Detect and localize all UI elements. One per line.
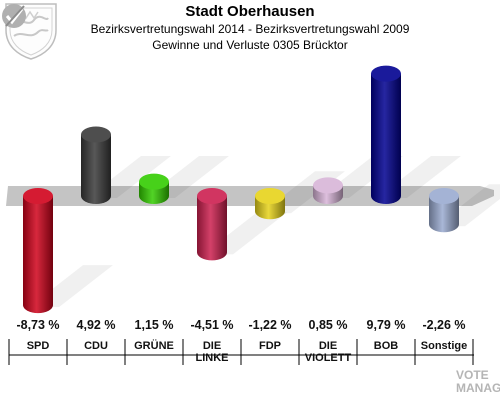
- chart-title: Stadt Oberhausen: [185, 3, 315, 20]
- bar-body: [197, 196, 227, 253]
- category-label: DIE LINKE: [195, 340, 229, 364]
- bar-top-cap: [371, 65, 401, 82]
- category-label: CDU: [84, 340, 108, 352]
- bar-bottom-cap: [255, 203, 285, 220]
- bar-top-cap: [23, 188, 53, 204]
- value-label: -1,22 %: [248, 318, 292, 332]
- chart-subtitle-2: Gewinne und Verluste 0305 Brücktor: [152, 38, 348, 52]
- category-label: DIE VIOLETT: [304, 340, 352, 364]
- value-label: -8,73 %: [16, 318, 60, 332]
- category-label: GRÜNE: [134, 340, 174, 352]
- category-axis: [8, 339, 474, 365]
- bar-sonstige: [429, 188, 459, 233]
- bar-top-cap: [81, 126, 111, 143]
- vote-manager-logo-icon: [2, 4, 26, 28]
- bars-layer: [23, 65, 500, 314]
- bar-bottom-cap: [81, 188, 111, 204]
- bar-top-cap: [139, 173, 169, 190]
- bar-body: [81, 134, 111, 196]
- bar-body: [371, 73, 401, 196]
- bar-bob: [371, 65, 401, 204]
- bar-top-cap: [197, 188, 227, 204]
- value-label: 9,79 %: [366, 318, 406, 332]
- bar-bottom-cap: [429, 216, 459, 233]
- bar-bottom-cap: [23, 297, 53, 314]
- value-label: -4,51 %: [190, 318, 234, 332]
- bar-bottom-cap: [139, 188, 169, 204]
- zero-baseline-band: [6, 186, 494, 206]
- bar-spd: [23, 188, 53, 314]
- bar-bottom-cap: [371, 188, 401, 204]
- value-label: -2,26 %: [422, 318, 466, 332]
- bar-top-cap: [255, 188, 285, 204]
- watermark-line-1: VOTE: [456, 368, 489, 382]
- bar-fdp: [255, 188, 285, 220]
- bar-bottom-cap: [197, 244, 227, 261]
- value-label: 0,85 %: [308, 318, 348, 332]
- bar-top-cap: [313, 177, 343, 194]
- bar-grüne: [139, 173, 169, 204]
- value-label: 1,15 %: [134, 318, 174, 332]
- bar-die-linke: [197, 188, 227, 261]
- bar-die-violetten: [313, 177, 343, 204]
- watermark-line-2: MANAGER: [456, 381, 500, 395]
- value-label: 4,92 %: [76, 318, 116, 332]
- category-label: Sonstige: [420, 340, 468, 352]
- bar-body: [23, 196, 53, 306]
- category-label: FDP: [259, 340, 281, 352]
- bar-top-cap: [429, 188, 459, 204]
- category-label: BOB: [373, 340, 399, 352]
- chart-subtitle: Bezirksvertretungswahl 2014 - Bezirksver…: [90, 22, 410, 36]
- bar-cdu: [81, 126, 111, 204]
- category-label: SPD: [26, 340, 50, 352]
